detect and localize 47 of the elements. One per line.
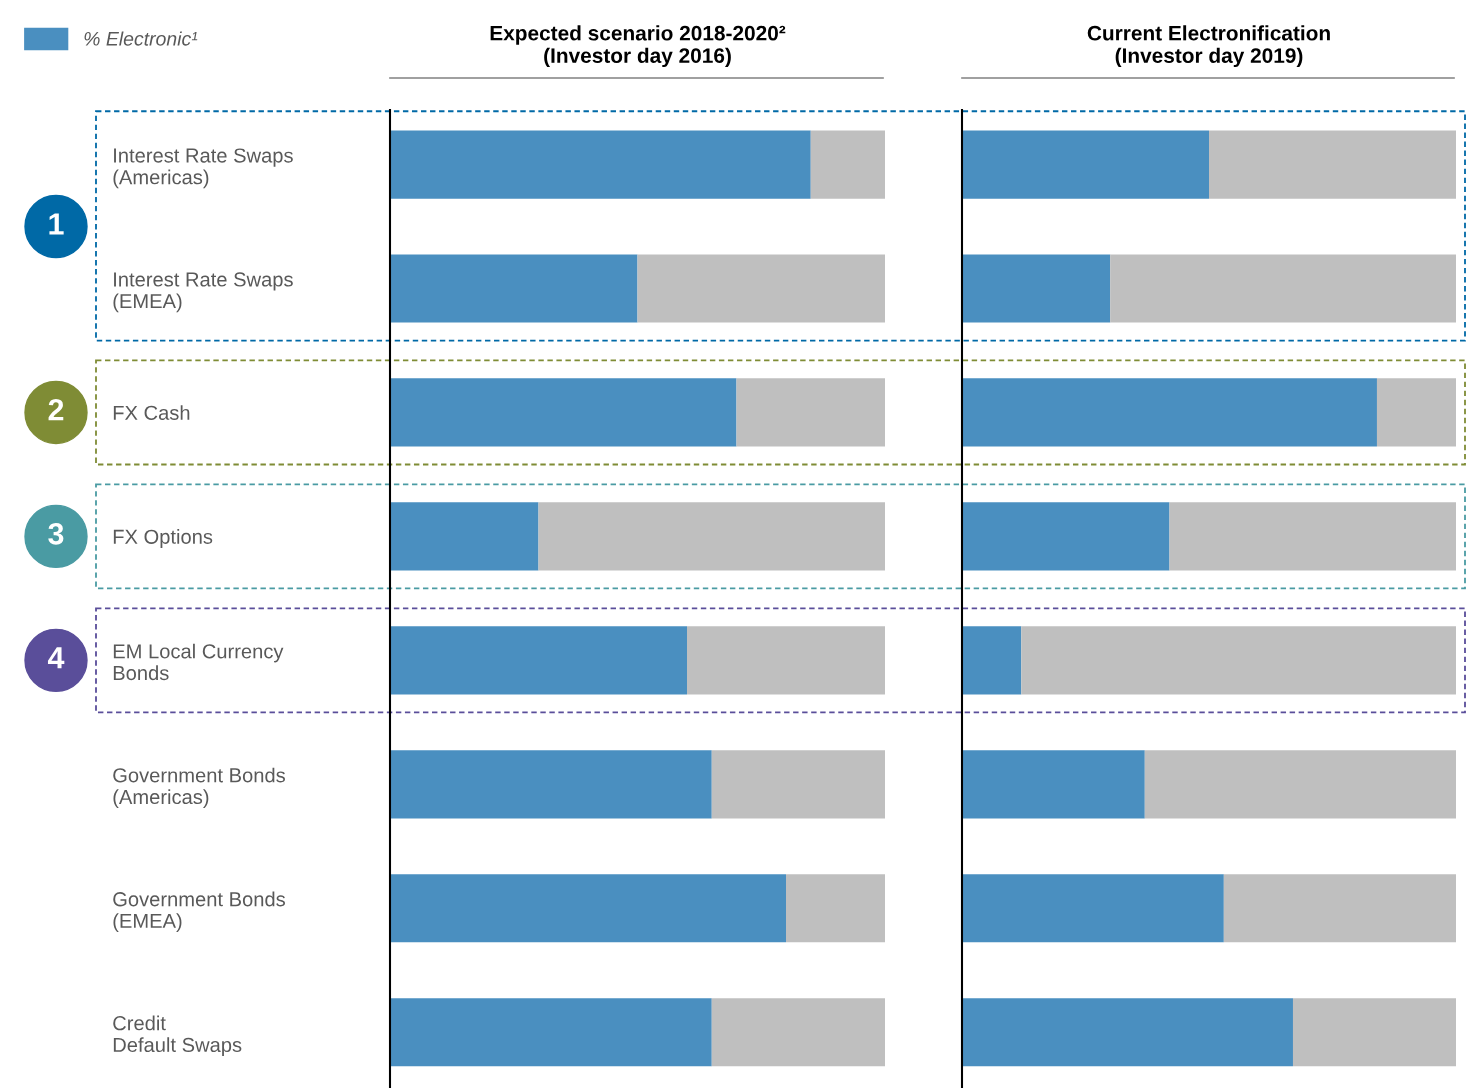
bar: [736, 378, 885, 447]
text: 2: [48, 399, 64, 421]
y-tick-label: FX Cash: [113, 405, 190, 420]
bar: [538, 502, 885, 571]
bar: [1110, 254, 1456, 323]
bar: [390, 502, 539, 571]
text: 1: [49, 213, 64, 235]
chart-title: Expected scenario 2018-2020² (Investor day 2016): [490, 25, 786, 68]
text: 3: [48, 522, 64, 545]
bar: [711, 998, 885, 1067]
bar: [390, 626, 687, 695]
bar: [711, 750, 885, 819]
bar: [962, 750, 1145, 819]
bar: [390, 998, 712, 1067]
bar: [1292, 998, 1456, 1067]
bar: [1376, 378, 1456, 447]
bar: [1144, 750, 1456, 819]
bar: [962, 502, 1170, 571]
y-tick-label: Government Bonds (EMEA): [113, 891, 286, 933]
bar: [390, 750, 712, 819]
bar: [962, 998, 1293, 1067]
y-tick-label: FX Options: [113, 529, 213, 548]
bar: [637, 254, 885, 323]
bar: [390, 874, 786, 943]
bar: [962, 130, 1209, 199]
y-tick-label: EM Local Currency Bonds: [113, 643, 284, 681]
bar: [962, 254, 1111, 323]
bar: [687, 626, 885, 695]
bar: [1223, 874, 1456, 943]
bar: [390, 254, 638, 323]
bar: [390, 130, 811, 199]
bar: [786, 874, 885, 943]
y-tick-label: Government Bonds (Americas): [113, 767, 286, 809]
bar: [1209, 130, 1456, 199]
bar: [390, 378, 737, 447]
text: 4: [47, 647, 65, 669]
bar: [1021, 626, 1456, 695]
y-tick-label: Interest Rate Swaps (EMEA): [113, 272, 293, 313]
chart-title: Current Electronification (Investor day 2019): [1087, 25, 1330, 68]
y-tick-label: Interest Rate Swaps (Americas): [113, 148, 293, 189]
bar: [962, 874, 1224, 943]
bar: [1169, 502, 1456, 571]
bar: [962, 626, 1022, 695]
legend-label: % Electronic¹: [84, 31, 198, 46]
bar: [810, 130, 885, 199]
y-tick-label: Credit Default Swaps: [113, 1015, 242, 1056]
bar: [962, 378, 1377, 447]
